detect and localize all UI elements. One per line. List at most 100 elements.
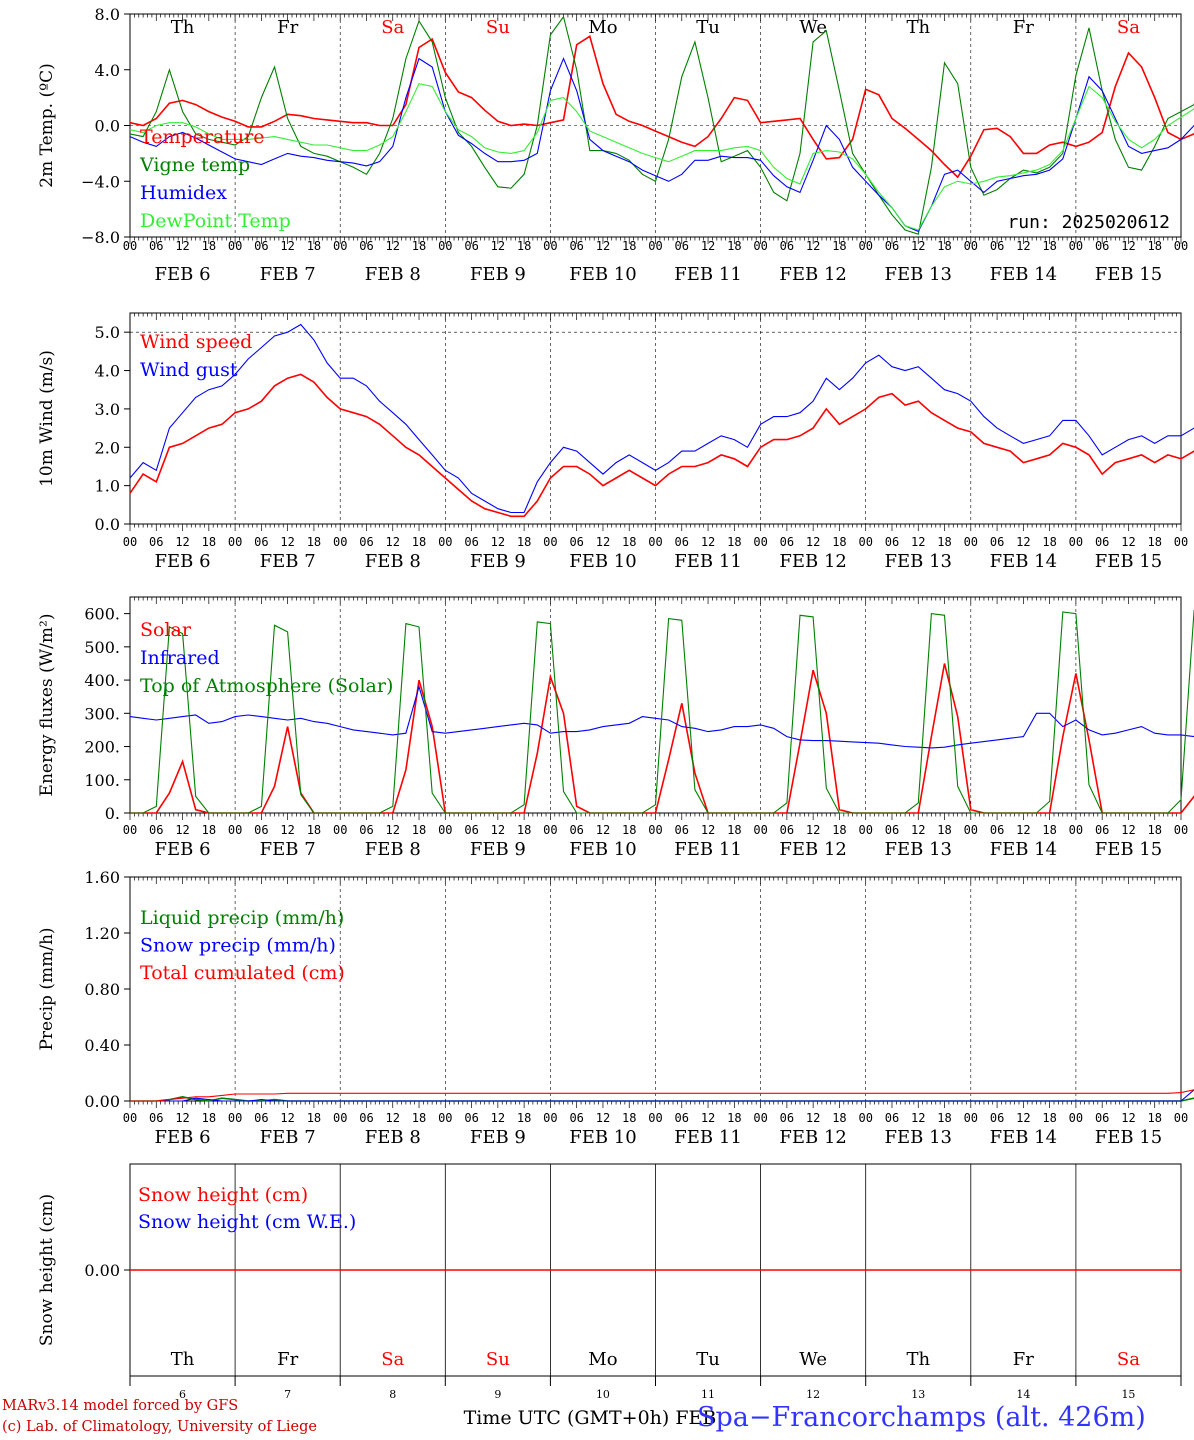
hour-label: 18 bbox=[832, 1111, 846, 1125]
weekday-label: Th bbox=[906, 1349, 930, 1370]
hour-label: 00 bbox=[964, 823, 978, 837]
series-line-humidex bbox=[129, 57, 1194, 233]
day-label: FEB 6 bbox=[155, 264, 211, 285]
weekday-label: Sa bbox=[1117, 1349, 1140, 1370]
hour-label: 18 bbox=[1042, 823, 1056, 837]
hour-label: 12 bbox=[1016, 535, 1030, 549]
series-line-wind-speed bbox=[129, 373, 1194, 518]
hour-label: 06 bbox=[359, 239, 373, 253]
hour-label: 18 bbox=[517, 823, 531, 837]
hour-label: 18 bbox=[412, 239, 426, 253]
y-tick-label: 4.0 bbox=[95, 61, 120, 80]
hour-label: 18 bbox=[517, 239, 531, 253]
weekday-label: Su bbox=[486, 1349, 510, 1370]
day-label: FEB 11 bbox=[674, 551, 741, 572]
hour-label: 00 bbox=[543, 239, 557, 253]
legend-entry: Top of Atmosphere (Solar) bbox=[140, 675, 393, 697]
legend-entry: Solar bbox=[140, 619, 192, 641]
y-tick-label: 500. bbox=[84, 638, 120, 657]
hour-label: 00 bbox=[858, 535, 872, 549]
hour-label: 00 bbox=[543, 823, 557, 837]
day-label: FEB 10 bbox=[569, 839, 636, 860]
hour-label: 12 bbox=[386, 239, 400, 253]
hour-label: 06 bbox=[149, 239, 163, 253]
hour-label: 00 bbox=[1069, 1111, 1083, 1125]
hour-label: 12 bbox=[806, 239, 820, 253]
day-label: FEB 6 bbox=[155, 1127, 211, 1148]
hour-label: 12 bbox=[806, 823, 820, 837]
day-label: FEB 6 bbox=[155, 839, 211, 860]
hour-label: 18 bbox=[727, 535, 741, 549]
day-label: FEB 11 bbox=[674, 264, 741, 285]
hour-label: 12 bbox=[1121, 239, 1135, 253]
y-tick-label: 300. bbox=[84, 704, 120, 723]
hour-label: 06 bbox=[254, 1111, 268, 1125]
hour-label: 18 bbox=[937, 823, 951, 837]
day-label: FEB 14 bbox=[990, 839, 1057, 860]
hour-label: 18 bbox=[1147, 239, 1161, 253]
day-label: FEB 11 bbox=[674, 1127, 741, 1148]
day-label: FEB 8 bbox=[365, 839, 421, 860]
series-line-wind-gust bbox=[129, 323, 1194, 514]
hour-label: 12 bbox=[491, 239, 505, 253]
day-label: FEB 6 bbox=[155, 551, 211, 572]
day-label: FEB 10 bbox=[569, 264, 636, 285]
legend-entry: Humidex bbox=[140, 182, 227, 204]
day-label: FEB 15 bbox=[1095, 1127, 1162, 1148]
day-label: FEB 13 bbox=[885, 264, 952, 285]
day-label: FEB 8 bbox=[365, 264, 421, 285]
hour-label: 12 bbox=[911, 239, 925, 253]
weekday-label: Sa bbox=[381, 17, 404, 38]
hour-label: 12 bbox=[175, 535, 189, 549]
hour-label: 06 bbox=[885, 535, 899, 549]
panel-energy: 0. 100. 200. 300. 400. 500. 600. Energy fluxes … bbox=[37, 596, 1194, 860]
day-number: 15 bbox=[1121, 1388, 1135, 1401]
hour-label: 00 bbox=[123, 535, 137, 549]
day-label: FEB 14 bbox=[990, 1127, 1057, 1148]
hour-label: 06 bbox=[464, 535, 478, 549]
day-label: FEB 12 bbox=[779, 551, 846, 572]
hour-label: 06 bbox=[149, 823, 163, 837]
day-label: FEB 8 bbox=[365, 1127, 421, 1148]
y-axis-label: 10m Wind (m/s) bbox=[37, 350, 57, 487]
weekday-label: Mo bbox=[588, 1349, 617, 1370]
hour-label: 06 bbox=[569, 535, 583, 549]
weekday-label: Fr bbox=[277, 17, 298, 38]
hour-label: 12 bbox=[1016, 1111, 1030, 1125]
run-label: run: 2025020612 bbox=[1007, 212, 1170, 233]
hour-label: 00 bbox=[753, 823, 767, 837]
hour-label: 00 bbox=[964, 1111, 978, 1125]
hour-label: 12 bbox=[596, 239, 610, 253]
legend-entry: Total cumulated (cm) bbox=[140, 962, 345, 984]
hour-label: 18 bbox=[727, 1111, 741, 1125]
hour-label: 12 bbox=[1016, 239, 1030, 253]
y-axis-label: Snow height (cm) bbox=[37, 1194, 57, 1346]
y-tick-label: 2.0 bbox=[95, 438, 120, 457]
hour-label: 00 bbox=[858, 823, 872, 837]
legend-entry: Liquid precip (mm/h) bbox=[140, 907, 344, 929]
hour-label: 00 bbox=[964, 239, 978, 253]
y-tick-label: 1.0 bbox=[95, 477, 120, 496]
weekday-label: Fr bbox=[1013, 1349, 1034, 1370]
hour-label: 06 bbox=[885, 239, 899, 253]
hour-label: 12 bbox=[1016, 823, 1030, 837]
legend-entry: DewPoint Temp bbox=[140, 210, 291, 232]
y-tick-label: 4.0 bbox=[95, 362, 120, 381]
hour-label: 18 bbox=[622, 823, 636, 837]
hour-label: 18 bbox=[517, 535, 531, 549]
hour-label: 12 bbox=[701, 239, 715, 253]
hour-label: 12 bbox=[596, 535, 610, 549]
hour-label: 18 bbox=[517, 1111, 531, 1125]
weekday-label: Th bbox=[171, 1349, 195, 1370]
hour-label: 12 bbox=[806, 535, 820, 549]
hour-label: 12 bbox=[701, 535, 715, 549]
legend-entry: Wind gust bbox=[140, 359, 238, 381]
day-number: 11 bbox=[701, 1388, 715, 1401]
day-label: FEB 9 bbox=[470, 1127, 526, 1148]
hour-label: 18 bbox=[307, 823, 321, 837]
hour-label: 06 bbox=[569, 1111, 583, 1125]
weekday-label: We bbox=[799, 17, 827, 38]
y-tick-label: 1.60 bbox=[84, 868, 120, 887]
hour-label: 00 bbox=[438, 239, 452, 253]
hour-label: 06 bbox=[149, 1111, 163, 1125]
